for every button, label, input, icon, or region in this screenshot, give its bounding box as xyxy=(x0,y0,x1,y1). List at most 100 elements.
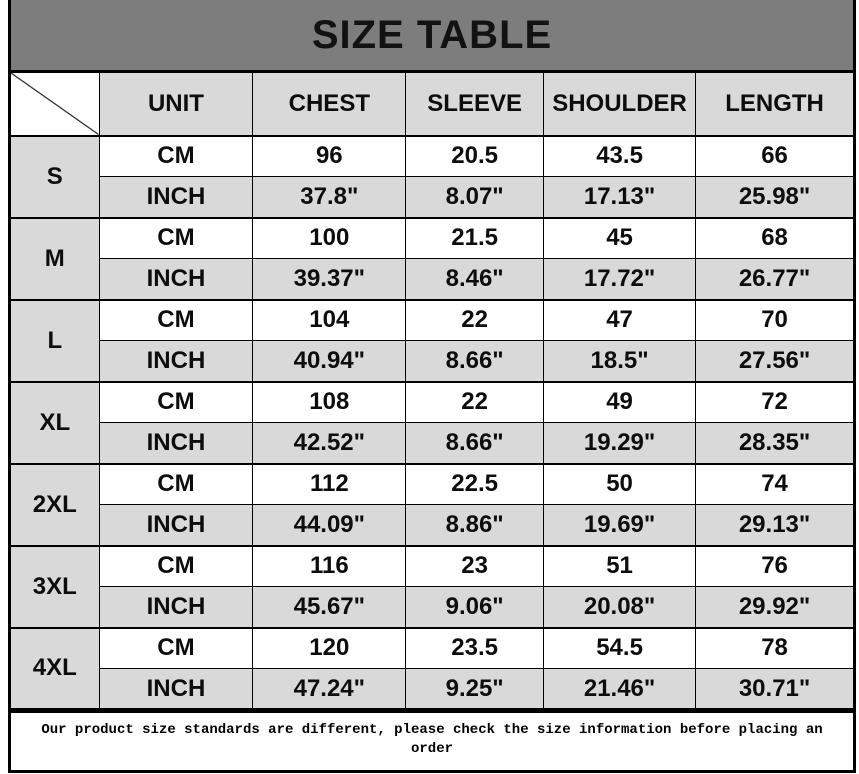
corner-diagonal-cell xyxy=(9,71,100,137)
measurement-cell-shoulder: 19.69" xyxy=(543,504,697,546)
measurement-cell-shoulder: 51 xyxy=(543,544,697,587)
measurement-cell-length: 78 xyxy=(695,626,855,669)
measurement-cell-length: 72 xyxy=(695,380,855,423)
measurement-cell-chest: 42.52" xyxy=(252,422,407,464)
measurement-cell-length: 30.71" xyxy=(695,668,855,710)
size-row-3xl-inch: INCH 45.67" 9.06" 20.08" 29.92" xyxy=(10,586,855,628)
unit-cell: CM xyxy=(98,626,254,669)
column-header-unit: UNIT xyxy=(98,71,254,137)
size-label-2xl: 2XL xyxy=(9,462,100,546)
column-header-shoulder: SHOULDER xyxy=(543,71,697,137)
measurement-cell-sleeve: 22.5 xyxy=(405,462,545,505)
measurement-cell-sleeve: 23.5 xyxy=(405,626,545,669)
measurement-cell-shoulder: 43.5 xyxy=(543,134,697,177)
size-row-2xl-cm: 2XL CM 112 22.5 50 74 xyxy=(9,462,855,546)
unit-cell: CM xyxy=(98,544,254,587)
measurement-cell-sleeve: 21.5 xyxy=(405,216,545,259)
unit-cell: CM xyxy=(98,298,254,341)
measurement-cell-chest: 39.37" xyxy=(252,258,407,300)
page-title: SIZE TABLE xyxy=(8,0,856,70)
size-table-header: UNIT CHEST SLEEVE SHOULDER LENGTH xyxy=(9,71,855,137)
measurement-cell-shoulder: 49 xyxy=(543,380,697,423)
measurement-cell-chest: 116 xyxy=(252,544,407,587)
measurement-cell-sleeve: 8.86" xyxy=(405,504,545,546)
size-disclaimer-note: Our product size standards are different… xyxy=(8,711,856,773)
measurement-cell-length: 70 xyxy=(695,298,855,341)
measurement-cell-sleeve: 23 xyxy=(405,544,545,587)
size-row-l-cm: L CM 104 22 47 70 xyxy=(9,298,855,382)
size-row-m-inch: INCH 39.37" 8.46" 17.72" 26.77" xyxy=(10,258,855,300)
measurement-cell-shoulder: 54.5 xyxy=(543,626,697,669)
measurement-cell-sleeve: 9.25" xyxy=(405,668,545,710)
measurement-cell-sleeve: 22 xyxy=(405,380,545,423)
measurement-cell-sleeve: 9.06" xyxy=(405,586,545,628)
measurement-cell-chest: 40.94" xyxy=(252,340,407,382)
size-table-body: S CM 96 20.5 43.5 66 INCH 37.8" 8.07" 17.13" 25.98… xyxy=(9,134,855,710)
size-row-4xl-inch: INCH 47.24" 9.25" 21.46" 30.71" xyxy=(10,668,855,710)
measurement-cell-chest: 96 xyxy=(252,134,407,177)
measurement-cell-length: 76 xyxy=(695,544,855,587)
unit-cell: CM xyxy=(98,462,254,505)
size-label-s: S xyxy=(9,134,100,218)
measurement-cell-chest: 120 xyxy=(252,626,407,669)
size-label-l: L xyxy=(9,298,100,382)
measurement-cell-length: 26.77" xyxy=(695,258,855,300)
measurement-cell-shoulder: 18.5" xyxy=(543,340,697,382)
size-table: UNIT CHEST SLEEVE SHOULDER LENGTH S CM 96 2… xyxy=(8,70,856,711)
size-row-m-cm: M CM 100 21.5 45 68 xyxy=(9,216,855,300)
column-header-chest: CHEST xyxy=(252,71,407,137)
measurement-cell-length: 68 xyxy=(695,216,855,259)
measurement-cell-chest: 44.09" xyxy=(252,504,407,546)
column-header-sleeve: SLEEVE xyxy=(405,71,545,137)
size-row-4xl-cm: 4XL CM 120 23.5 54.5 78 xyxy=(9,626,855,710)
size-label-xl: XL xyxy=(9,380,100,464)
unit-cell: INCH xyxy=(98,258,254,300)
size-row-s-cm: S CM 96 20.5 43.5 66 xyxy=(9,134,855,218)
measurement-cell-chest: 45.67" xyxy=(252,586,407,628)
header-row: UNIT CHEST SLEEVE SHOULDER LENGTH xyxy=(9,71,855,137)
measurement-cell-length: 28.35" xyxy=(695,422,855,464)
measurement-cell-shoulder: 19.29" xyxy=(543,422,697,464)
measurement-cell-shoulder: 45 xyxy=(543,216,697,259)
diagonal-line-icon xyxy=(11,73,99,135)
measurement-cell-shoulder: 17.13" xyxy=(543,176,697,218)
measurement-cell-chest: 37.8" xyxy=(252,176,407,218)
measurement-cell-sleeve: 8.07" xyxy=(405,176,545,218)
unit-cell: INCH xyxy=(98,422,254,464)
measurement-cell-chest: 104 xyxy=(252,298,407,341)
size-row-3xl-cm: 3XL CM 116 23 51 76 xyxy=(9,544,855,628)
measurement-cell-sleeve: 20.5 xyxy=(405,134,545,177)
size-row-2xl-inch: INCH 44.09" 8.86" 19.69" 29.13" xyxy=(10,504,855,546)
unit-cell: INCH xyxy=(98,176,254,218)
size-label-3xl: 3XL xyxy=(9,544,100,628)
unit-cell: CM xyxy=(98,380,254,423)
measurement-cell-sleeve: 8.46" xyxy=(405,258,545,300)
measurement-cell-length: 25.98" xyxy=(695,176,855,218)
size-label-4xl: 4XL xyxy=(9,626,100,710)
measurement-cell-shoulder: 17.72" xyxy=(543,258,697,300)
measurement-cell-length: 66 xyxy=(695,134,855,177)
column-header-length: LENGTH xyxy=(695,71,855,137)
measurement-cell-shoulder: 50 xyxy=(543,462,697,505)
unit-cell: INCH xyxy=(98,668,254,710)
measurement-cell-shoulder: 21.46" xyxy=(543,668,697,710)
measurement-cell-chest: 112 xyxy=(252,462,407,505)
measurement-cell-chest: 108 xyxy=(252,380,407,423)
size-row-s-inch: INCH 37.8" 8.07" 17.13" 25.98" xyxy=(10,176,855,218)
measurement-cell-length: 74 xyxy=(695,462,855,505)
measurement-cell-chest: 47.24" xyxy=(252,668,407,710)
size-row-xl-inch: INCH 42.52" 8.66" 19.29" 28.35" xyxy=(10,422,855,464)
measurement-cell-sleeve: 8.66" xyxy=(405,340,545,382)
size-label-m: M xyxy=(9,216,100,300)
unit-cell: INCH xyxy=(98,340,254,382)
unit-cell: CM xyxy=(98,134,254,177)
unit-cell: INCH xyxy=(98,586,254,628)
size-row-xl-cm: XL CM 108 22 49 72 xyxy=(9,380,855,464)
measurement-cell-length: 29.92" xyxy=(695,586,855,628)
measurement-cell-length: 27.56" xyxy=(695,340,855,382)
measurement-cell-sleeve: 22 xyxy=(405,298,545,341)
measurement-cell-sleeve: 8.66" xyxy=(405,422,545,464)
measurement-cell-shoulder: 47 xyxy=(543,298,697,341)
unit-cell: INCH xyxy=(98,504,254,546)
